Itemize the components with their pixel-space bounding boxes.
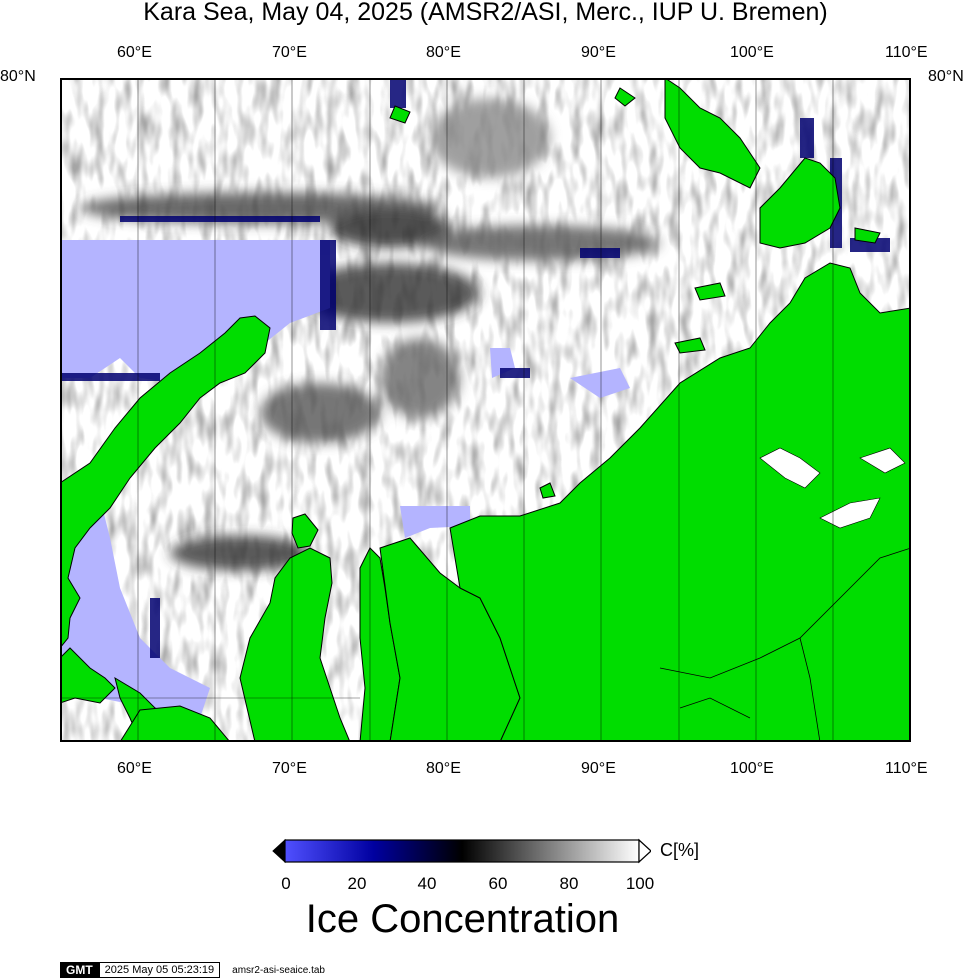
small-island-1	[389, 105, 411, 124]
graticule	[60, 78, 834, 742]
small-island-2	[614, 87, 636, 107]
small-island-6	[539, 482, 556, 499]
taymyr-peninsula	[449, 262, 911, 742]
colorbar-tick-20: 20	[347, 874, 367, 893]
yamal-peninsula	[239, 547, 351, 742]
lon-label-bottom-110: 110°E	[885, 760, 928, 777]
small-island-3	[694, 282, 726, 301]
lon-label-top-90: 90°E	[581, 44, 616, 61]
lon-label-bottom-80: 80°E	[426, 760, 461, 777]
severnaya-zemlya-south	[759, 157, 841, 249]
colorbar-low-arrow	[272, 838, 286, 864]
colorbar-unit-label: C[%]	[660, 840, 700, 860]
lon-label-top-80: 80°E	[426, 44, 461, 61]
novaya-zemlya	[60, 315, 271, 649]
colorbar	[271, 838, 652, 869]
colorbar-tick-80: 80	[559, 874, 579, 893]
timestamp: 2025 May 05 05:23:19	[98, 962, 221, 978]
colorbar-tick-60: 60	[488, 874, 508, 893]
lon-label-top-60: 60°E	[117, 44, 152, 61]
lon-label-bottom-100: 100°E	[730, 760, 774, 777]
lon-label-bottom-70: 70°E	[272, 760, 307, 777]
footer: GMT 2025 May 05 05:23:19 amsr2-asi-seaic…	[60, 962, 325, 978]
colorbar-tick-0: 0	[281, 874, 291, 893]
colorbar-title: Ice Concentration	[305, 897, 620, 941]
small-island-5	[674, 337, 706, 354]
land-boundaries	[659, 547, 911, 742]
severnaya-zemlya-north	[664, 78, 761, 189]
lon-label-bottom-60: 60°E	[117, 760, 152, 777]
small-island-4	[854, 227, 881, 244]
lon-label-top-110: 110°E	[885, 44, 928, 61]
mainland-southwest	[119, 705, 231, 742]
yugorsky-peninsula	[60, 647, 116, 704]
colorbar-tick-100: 100	[625, 874, 655, 893]
map-title: Kara Sea, May 04, 2025 (AMSR2/ASI, Merc.…	[143, 0, 828, 26]
colorbar-high-arrow	[638, 838, 652, 864]
fast-ice-patches	[759, 447, 906, 529]
colorbar-tick-40: 40	[417, 874, 437, 893]
gmt-logo: GMT	[60, 962, 99, 978]
colorbar-gradient	[284, 839, 640, 863]
lon-label-top-70: 70°E	[272, 44, 307, 61]
lat-label-left: 80°N	[0, 68, 36, 85]
lat-label-right: 80°N	[928, 68, 964, 85]
low-concentration-ice	[80, 98, 660, 571]
open-water	[60, 240, 630, 718]
source-file: amsr2-asi-seaice.tab	[232, 964, 325, 976]
ice-concentration-map	[60, 78, 911, 742]
lon-label-top-100: 100°E	[730, 44, 774, 61]
lon-label-bottom-90: 90°E	[581, 760, 616, 777]
